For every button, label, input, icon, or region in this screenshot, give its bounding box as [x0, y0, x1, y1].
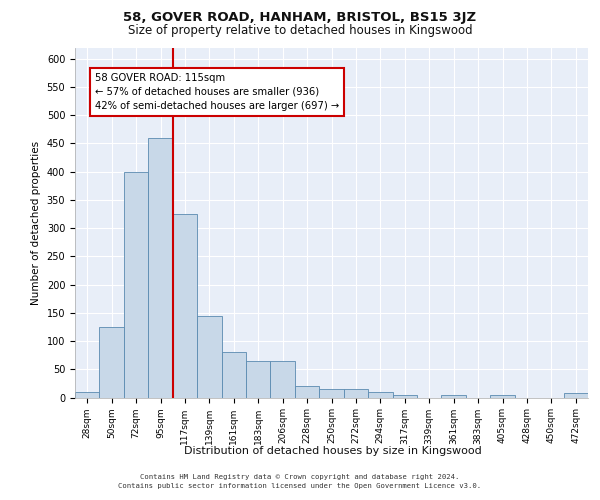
Bar — [75, 392, 100, 398]
Bar — [173, 214, 197, 398]
Bar — [344, 389, 368, 398]
Bar — [319, 389, 344, 398]
Bar — [563, 393, 588, 398]
Text: 58 GOVER ROAD: 115sqm
← 57% of detached houses are smaller (936)
42% of semi-det: 58 GOVER ROAD: 115sqm ← 57% of detached … — [95, 73, 339, 111]
Bar — [271, 361, 295, 398]
Bar — [392, 394, 417, 398]
Text: Contains HM Land Registry data © Crown copyright and database right 2024.
Contai: Contains HM Land Registry data © Crown c… — [118, 474, 482, 489]
Bar — [148, 138, 173, 398]
Bar — [221, 352, 246, 398]
Bar — [295, 386, 319, 398]
Text: Distribution of detached houses by size in Kingswood: Distribution of detached houses by size … — [184, 446, 482, 456]
Bar — [124, 172, 148, 398]
Bar — [197, 316, 221, 398]
Text: Size of property relative to detached houses in Kingswood: Size of property relative to detached ho… — [128, 24, 472, 37]
Bar — [100, 327, 124, 398]
Bar — [442, 394, 466, 398]
Bar — [490, 394, 515, 398]
Bar — [368, 392, 392, 398]
Y-axis label: Number of detached properties: Number of detached properties — [31, 140, 41, 304]
Text: 58, GOVER ROAD, HANHAM, BRISTOL, BS15 3JZ: 58, GOVER ROAD, HANHAM, BRISTOL, BS15 3J… — [124, 11, 476, 24]
Bar — [246, 361, 271, 398]
